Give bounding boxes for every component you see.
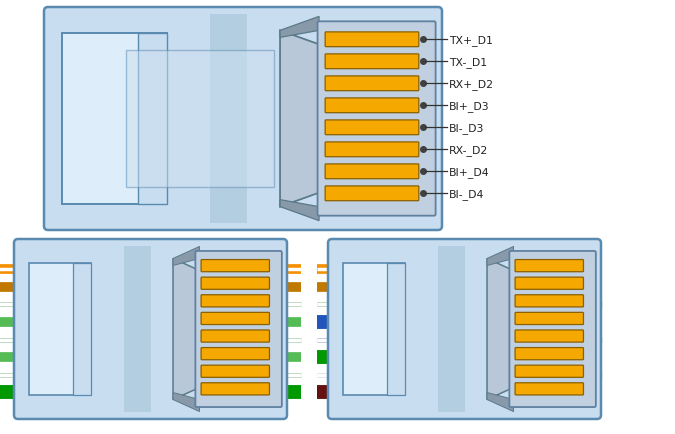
FancyBboxPatch shape xyxy=(201,365,269,378)
FancyBboxPatch shape xyxy=(515,383,583,395)
FancyBboxPatch shape xyxy=(201,330,269,342)
FancyBboxPatch shape xyxy=(515,260,583,272)
Bar xyxy=(138,34,167,204)
Text: RX-_D2: RX-_D2 xyxy=(449,145,488,155)
FancyBboxPatch shape xyxy=(325,55,418,69)
Bar xyxy=(62,34,167,204)
FancyBboxPatch shape xyxy=(195,251,282,407)
FancyBboxPatch shape xyxy=(317,22,435,216)
FancyBboxPatch shape xyxy=(328,240,601,419)
Bar xyxy=(210,15,247,224)
FancyBboxPatch shape xyxy=(515,295,583,307)
Polygon shape xyxy=(173,247,200,266)
Polygon shape xyxy=(173,259,200,400)
Polygon shape xyxy=(487,259,514,400)
Polygon shape xyxy=(487,247,514,266)
Bar xyxy=(73,263,91,395)
Text: BI+_D3: BI+_D3 xyxy=(449,101,489,112)
FancyBboxPatch shape xyxy=(510,251,596,407)
FancyBboxPatch shape xyxy=(515,312,583,325)
Text: RX+_D2: RX+_D2 xyxy=(449,79,494,89)
Text: TX-_D1: TX-_D1 xyxy=(449,57,487,68)
FancyBboxPatch shape xyxy=(201,277,269,289)
Polygon shape xyxy=(280,31,319,207)
FancyBboxPatch shape xyxy=(325,143,418,158)
Polygon shape xyxy=(173,393,200,411)
FancyBboxPatch shape xyxy=(201,295,269,307)
FancyBboxPatch shape xyxy=(201,348,269,360)
Bar xyxy=(387,263,405,395)
FancyBboxPatch shape xyxy=(201,312,269,325)
FancyBboxPatch shape xyxy=(325,99,418,113)
Text: BI-_D4: BI-_D4 xyxy=(449,188,485,199)
Text: BI+_D4: BI+_D4 xyxy=(449,167,489,178)
FancyBboxPatch shape xyxy=(325,121,418,135)
Bar xyxy=(343,263,405,395)
FancyBboxPatch shape xyxy=(515,330,583,342)
Text: BI-_D3: BI-_D3 xyxy=(449,122,485,133)
FancyBboxPatch shape xyxy=(44,8,442,230)
FancyBboxPatch shape xyxy=(325,187,418,201)
FancyBboxPatch shape xyxy=(325,33,418,48)
Polygon shape xyxy=(280,17,319,38)
FancyBboxPatch shape xyxy=(201,383,269,395)
Polygon shape xyxy=(487,393,514,411)
FancyBboxPatch shape xyxy=(201,260,269,272)
Polygon shape xyxy=(280,200,319,221)
FancyBboxPatch shape xyxy=(515,348,583,360)
FancyBboxPatch shape xyxy=(515,277,583,289)
FancyBboxPatch shape xyxy=(325,77,418,92)
FancyBboxPatch shape xyxy=(325,164,418,179)
FancyBboxPatch shape xyxy=(515,365,583,378)
Bar xyxy=(126,51,274,188)
Text: TX+_D1: TX+_D1 xyxy=(449,35,493,46)
Bar xyxy=(438,247,464,412)
Bar xyxy=(124,247,151,412)
FancyBboxPatch shape xyxy=(14,240,287,419)
Bar xyxy=(29,263,91,395)
